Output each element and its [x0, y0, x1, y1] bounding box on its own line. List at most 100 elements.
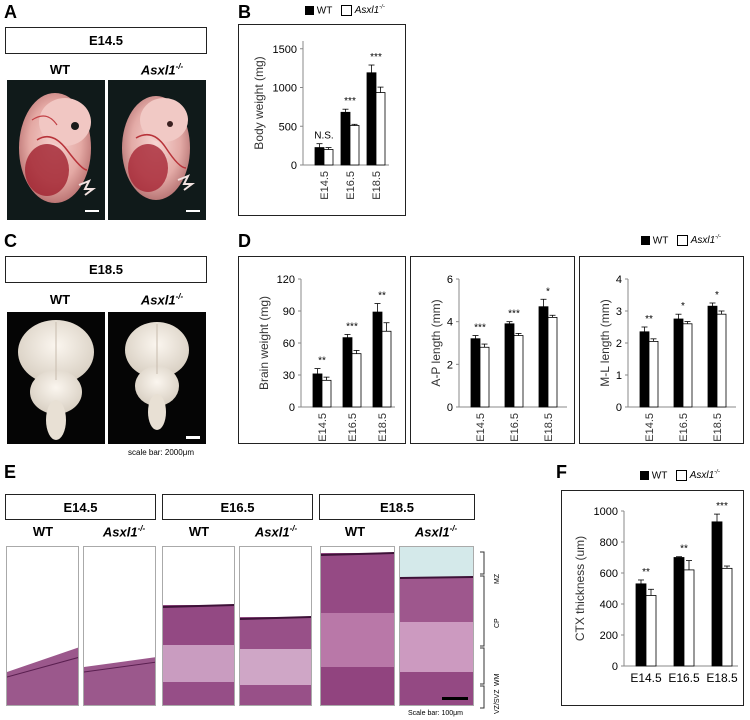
y-axis-label: Brain weight (mg) [257, 296, 271, 390]
bar-wt [470, 338, 481, 408]
bar-ko [721, 567, 733, 667]
legend-d-wt-label: WT [652, 235, 669, 247]
tissue-e145-wt [6, 546, 79, 706]
bar-ko [547, 317, 558, 408]
y-tick-label: 1000 [273, 83, 297, 95]
x-tick-label: E16.5 [678, 413, 690, 442]
wt-embryo-image [19, 93, 99, 212]
legend-f-wt-swatch [640, 471, 649, 481]
bar-wt [504, 323, 515, 408]
panel-d2-frame: 0 2 4 6 A-P length (mm) *** E14.5 *** E16.5 * E18.… [410, 256, 575, 444]
panel-letter-d: D [238, 231, 251, 251]
panel-c-scale-note: scale bar: 2000μm [128, 448, 194, 457]
layer-mz-label: MZ [494, 573, 501, 584]
layer-vz-label: VZ/SVZ [494, 689, 501, 714]
bracket-mz [480, 551, 485, 575]
y-tick-label: 0 [447, 402, 453, 414]
bar-wt [707, 305, 718, 408]
chart-ctx-thickness: 0 200 400 600 800 1000 CTX thickness (um) ** E14… [573, 501, 738, 685]
legend-wt-swatch [305, 6, 314, 16]
significance-label: ** [318, 356, 326, 367]
layer-brackets [480, 551, 485, 709]
bar-ko [645, 595, 657, 667]
panel-d1-frame: 0 30 60 90 120 Brain weight (mg) ** E14.5 *** E16… [238, 256, 406, 444]
chart-brain-weight: 0 30 60 90 120 Brain weight (mg) ** E14.5 *** E16… [257, 274, 395, 442]
tissue-e185-ko [399, 546, 474, 706]
panel-e-stage-2: E16.5 [162, 494, 313, 520]
bar-wt [538, 306, 549, 408]
significance-label: *** [474, 323, 486, 334]
x-tick-label: E16.5 [347, 413, 359, 442]
panel-b-frame: 0 500 1000 1500 Body weight (mg) N.S. E14.5 ***… [238, 24, 406, 216]
chart-body-weight: 0 500 1000 1500 Body weight (mg) N.S. E14.5 ***… [252, 41, 389, 200]
bar-ko [683, 569, 695, 667]
bar-wt [711, 521, 723, 667]
chart-ml-length: 0 1 2 3 4 M-L length (mm) ** E14.5 * E16.5 * E18.5 [598, 274, 736, 442]
y-tick-label: 600 [600, 568, 618, 580]
layer-cp-label: CP [494, 618, 501, 628]
panel-e-scale-note: Scale bar: 100μm [408, 710, 464, 717]
y-tick-label: 0 [612, 661, 618, 673]
y-tick-label: 4 [616, 274, 622, 286]
legend-d-ko-label: Asxl1-/- [690, 235, 721, 247]
ko-brain-photo [108, 312, 206, 444]
significance-label: *** [508, 309, 520, 320]
significance-label: ** [642, 567, 650, 578]
bar-wt [314, 147, 325, 166]
bar-ko [321, 379, 332, 408]
significance-label: N.S. [314, 131, 333, 142]
legend-f-ko-label: Asxl1-/- [689, 470, 720, 482]
y-tick-label: 0 [291, 160, 297, 172]
y-axis-label: Body weight (mg) [252, 56, 266, 149]
layer-wm-label: WM [494, 673, 501, 686]
y-tick-label: 500 [279, 121, 297, 133]
panel-letter-c: C [4, 231, 17, 251]
e-wt-label-3: WT [344, 524, 366, 539]
significance-label: ** [378, 291, 386, 302]
panel-c-wt-label: WT [49, 292, 71, 307]
legend-b: WT Asxl1-/- [305, 5, 385, 16]
bracket-wm [480, 647, 485, 685]
y-axis-label: CTX thickness (um) [573, 536, 587, 641]
significance-label: * [681, 301, 685, 312]
bar-wt [639, 331, 650, 408]
panel-letter-b: B [238, 2, 251, 22]
bar-wt [673, 318, 684, 408]
panel-letter-a: A [4, 2, 17, 22]
x-tick-label: E18.5 [377, 413, 389, 442]
significance-label: * [715, 290, 719, 301]
tissue-e145-ko [83, 546, 156, 706]
y-tick-label: 1500 [273, 44, 297, 56]
tissue-e185-wt [320, 546, 395, 706]
bar-ko [351, 353, 362, 408]
y-tick-label: 0 [616, 402, 622, 414]
bracket-cp [480, 575, 485, 647]
bar-wt [312, 373, 323, 408]
legend-f: WT Asxl1-/- [640, 470, 720, 481]
panel-d3-frame: 0 1 2 3 4 M-L length (mm) ** E14.5 * E16.5 * E18.5 [579, 256, 744, 444]
panel-e-stage-1: E14.5 [5, 494, 156, 520]
x-tick-label: E14.5 [319, 171, 331, 200]
legend-f-wt-label: WT [651, 470, 668, 482]
y-tick-label: 2 [616, 338, 622, 350]
ko-brain-image [125, 322, 200, 439]
bar-ko [513, 335, 524, 408]
e-wt-label-1: WT [32, 524, 54, 539]
x-tick-label: E18.5 [371, 171, 383, 200]
y-axis-label: M-L length (mm) [598, 299, 612, 387]
y-tick-label: 2 [447, 359, 453, 371]
y-tick-label: 400 [600, 599, 618, 611]
wt-brain-photo [7, 312, 105, 444]
significance-label: ** [645, 314, 653, 325]
bar-ko [375, 92, 386, 166]
panel-c-ko-label: Asxl1-/- [140, 292, 184, 308]
panel-c-stage-box: E18.5 [5, 256, 207, 283]
bar-wt [340, 111, 351, 166]
y-axis-label: A-P length (mm) [429, 299, 443, 386]
y-tick-label: 1 [616, 370, 622, 382]
bar-wt [372, 311, 383, 408]
significance-label: * [546, 286, 550, 297]
wt-embryo-photo [7, 80, 105, 220]
bar-ko [479, 346, 490, 408]
y-tick-label: 0 [289, 402, 295, 414]
